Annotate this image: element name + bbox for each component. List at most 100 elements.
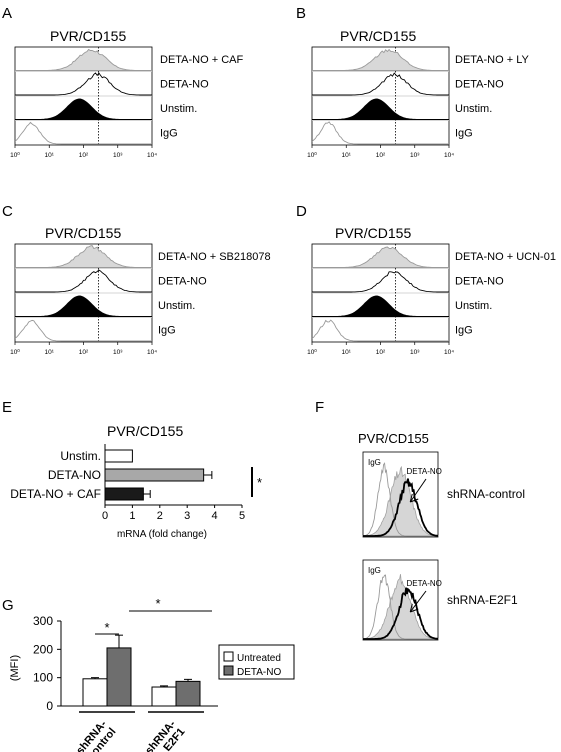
panel-letter-d: D	[296, 203, 307, 220]
deta-no-histogram	[363, 587, 439, 640]
x-tick-label: 10¹	[342, 152, 352, 159]
row-label: Unstim.	[455, 103, 492, 115]
group-label: shRNA-E2F1	[143, 718, 188, 752]
legend-label: DETA-NO	[237, 667, 281, 678]
row-label: DETA-NO + SB218078	[158, 251, 271, 263]
histogram-panel-b: DETA-NO + LY DETA-NO Unstim. IgG 10⁰ 10¹ 10² 10…	[307, 46, 530, 159]
deta-no-label: DETA-NO	[407, 467, 442, 476]
histogram-curve	[15, 72, 152, 96]
panel-letter-a: A	[2, 5, 12, 22]
bar	[104, 449, 133, 463]
x-tick-label: 10³	[113, 152, 123, 159]
x-tick-label: 3	[184, 510, 190, 522]
row-label: DETA-NO + LY	[455, 54, 530, 66]
significance-star: *	[155, 596, 160, 611]
x-tick-label: 10³	[410, 152, 420, 159]
row-label: IgG	[158, 325, 176, 337]
deta-no-label: DETA-NO	[407, 579, 442, 588]
x-tick-label: 10⁴	[444, 349, 454, 356]
histogram-panel-a: DETA-NO + CAF DETA-NO Unstim. IgG 10⁰ 10¹ 10² 1…	[10, 46, 244, 159]
x-tick-label: 10³	[113, 349, 123, 356]
row-label: DETA-NO	[158, 276, 207, 288]
row-label: DETA-NO + CAF	[160, 54, 244, 66]
x-tick-label: 10⁰	[10, 151, 20, 159]
row-label: DETA-NO	[160, 79, 209, 91]
arrow-head	[409, 493, 419, 503]
panel-c-title: PVR/CD155	[45, 225, 121, 241]
row-label: IgG	[455, 128, 473, 140]
panel-b-title: PVR/CD155	[340, 28, 416, 44]
bar	[82, 678, 108, 707]
condition-label: shRNA-control	[447, 487, 525, 501]
panel-letter-e: E	[2, 399, 12, 416]
row-label: DETA-NO + UCN-01	[455, 251, 556, 263]
panel-e-title: PVR/CD155	[107, 423, 183, 439]
x-tick-label: 10²	[376, 152, 386, 159]
igg-label: IgG	[368, 458, 381, 467]
histogram-curve	[311, 121, 449, 145]
group-label: shRNA-control	[74, 718, 119, 752]
legend-frame	[218, 644, 295, 680]
row-label: Unstim.	[160, 103, 197, 115]
histogram-curve	[312, 72, 449, 96]
panel-letter-f: F	[315, 399, 324, 416]
panel-e-xlabel: mRNA (fold change)	[117, 529, 207, 540]
significance-star: *	[257, 475, 262, 490]
x-tick-label: 10¹	[45, 152, 55, 159]
arrow-line	[409, 590, 427, 613]
bar	[106, 647, 132, 707]
panel-d-title: PVR/CD155	[335, 225, 411, 241]
histogram-panel-d: DETA-NO + UCN-01 DETA-NO Unstim. IgG 10⁰ 10¹ 1…	[307, 243, 556, 356]
overlay-frame	[362, 559, 439, 641]
histogram-curve	[14, 319, 152, 342]
arrow-line	[409, 478, 427, 503]
category-label: Unstim.	[60, 449, 101, 463]
histogram-curve	[312, 48, 449, 71]
x-tick-label: 10²	[79, 349, 89, 356]
category-label: DETA-NO + CAF	[10, 487, 101, 501]
panel-f-title: PVR/CD155	[358, 431, 429, 446]
legend-label: Untreated	[237, 653, 281, 664]
histogram-panel-c: DETA-NO + SB218078 DETA-NO Unstim. IgG 10⁰ 10…	[10, 243, 271, 356]
x-tick-label: 4	[212, 510, 218, 522]
histogram-curve	[15, 295, 152, 317]
y-tick-label: 300	[33, 614, 53, 628]
panel-letter-c: C	[2, 203, 13, 220]
x-tick-label: 10⁰	[10, 348, 20, 356]
histogram-curve	[15, 269, 152, 293]
y-tick-label: 100	[33, 671, 53, 685]
bar	[175, 680, 201, 707]
legend-swatch	[223, 665, 234, 676]
row-label: Unstim.	[455, 300, 492, 312]
x-tick-label: 10¹	[342, 349, 352, 356]
row-label: Unstim.	[158, 300, 195, 312]
bar	[104, 487, 144, 501]
panel-a-title: PVR/CD155	[50, 28, 126, 44]
igg-label: IgG	[368, 566, 381, 575]
x-tick-label: 10⁴	[147, 152, 157, 159]
row-label: DETA-NO	[455, 276, 504, 288]
x-tick-label: 10⁴	[444, 152, 454, 159]
bar	[151, 686, 177, 707]
row-label: IgG	[160, 128, 178, 140]
histogram-curve	[312, 246, 449, 268]
panel-letter-g: G	[2, 597, 14, 614]
x-tick-label: 2	[157, 510, 163, 522]
bar-chart-g: 0 100 200 300 (MFI) shRNA-control shRNA-E2F1 * *…	[9, 596, 295, 752]
significance-star: *	[104, 620, 109, 635]
condition-label: shRNA-E2F1	[447, 593, 518, 607]
x-tick-label: 0	[102, 510, 108, 522]
x-tick-label: 10²	[79, 152, 89, 159]
x-tick-label: 10⁰	[307, 348, 317, 356]
histogram-curve	[15, 244, 152, 268]
y-axis-label: (MFI)	[9, 655, 21, 681]
histogram-curve	[312, 98, 449, 120]
igg-histogram	[362, 462, 438, 537]
arrow-head	[409, 603, 419, 613]
flow-panel-f: IgG DETA-NO shRNA-control IgG DETA-NO shRNA-E…	[362, 451, 525, 641]
row-label: DETA-NO	[455, 79, 504, 91]
y-tick-label: 0	[46, 699, 53, 713]
histogram-curve	[14, 121, 152, 145]
histogram-curve	[15, 48, 152, 71]
